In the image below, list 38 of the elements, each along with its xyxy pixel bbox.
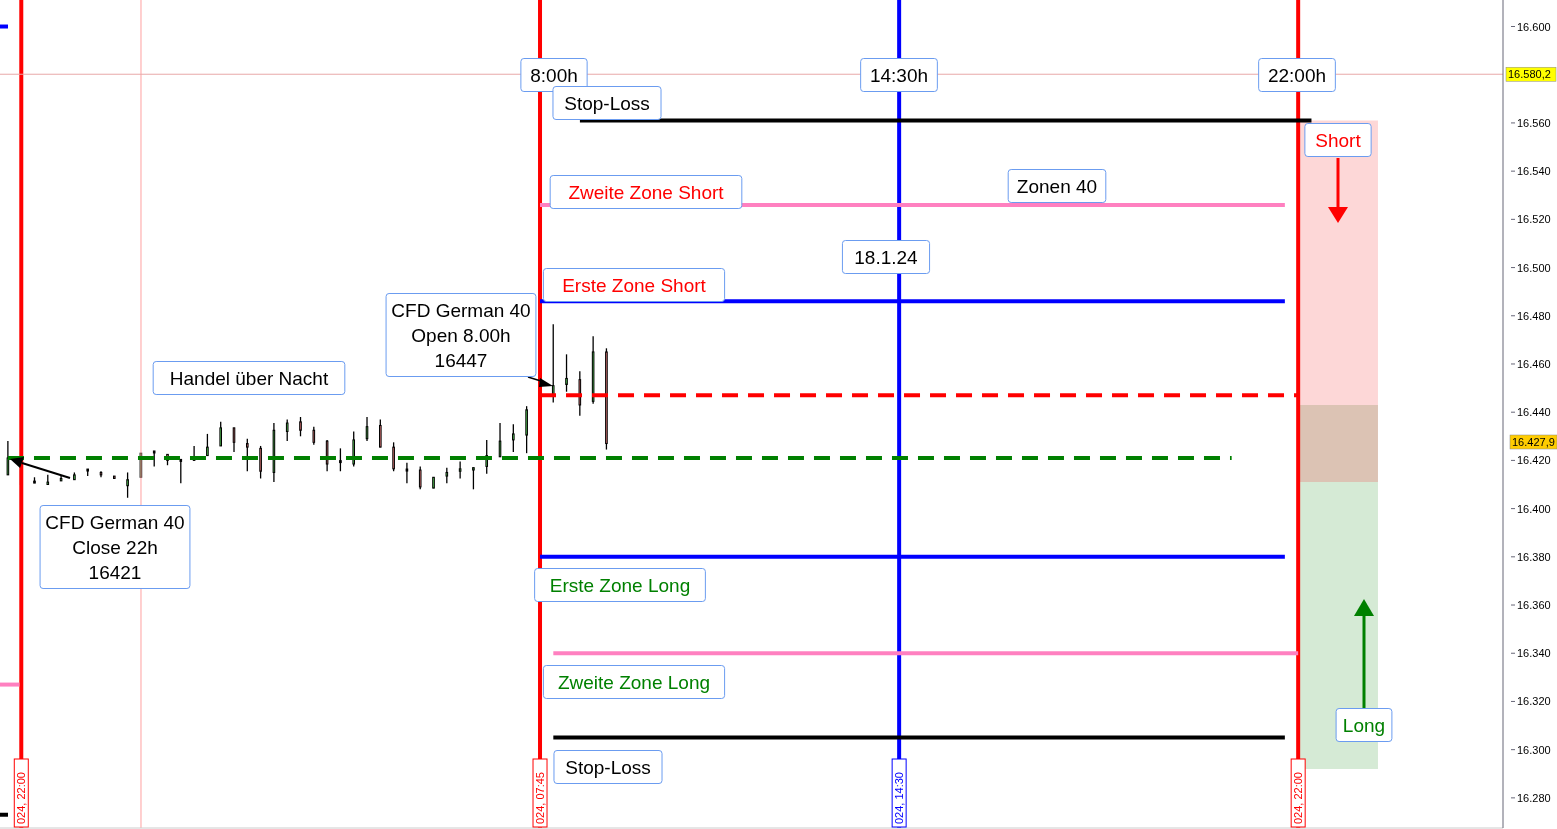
y-tick-label: 16.360 bbox=[1517, 599, 1551, 612]
x-tick-label: 024, 07:45 bbox=[534, 772, 547, 824]
y-tick-label: 16.480 bbox=[1517, 309, 1551, 322]
annotation: Short bbox=[1315, 129, 1362, 151]
y-tick-label: 16.280 bbox=[1517, 791, 1551, 804]
y-tick-label: 16.560 bbox=[1517, 116, 1551, 129]
x-tick-label: 024, 14:30 bbox=[893, 772, 906, 824]
annotation: Zweite Zone Short bbox=[568, 181, 725, 203]
y-tick-label: 16.520 bbox=[1517, 213, 1551, 226]
y-tick-label: 16.400 bbox=[1517, 502, 1551, 515]
y-tick-label: 16.300 bbox=[1517, 743, 1551, 756]
annotation: 14:30h bbox=[869, 64, 929, 86]
y-tick-label: 16.460 bbox=[1517, 357, 1551, 370]
annotation: Long bbox=[1342, 714, 1386, 736]
annotation: Erste Zone Short bbox=[562, 274, 707, 296]
annotation: Zweite Zone Long bbox=[557, 671, 711, 693]
y-tick-label: 16.380 bbox=[1517, 550, 1551, 563]
annotation: CFD German 40 Close 22h 16421 bbox=[45, 511, 185, 583]
y-tick-label: 16.500 bbox=[1517, 261, 1551, 274]
annotation: Stop-Loss bbox=[564, 92, 650, 114]
y-tick-label: 16.340 bbox=[1517, 647, 1551, 660]
annotation: Erste Zone Long bbox=[549, 574, 691, 596]
x-tick-label: 024, 22:00 bbox=[1292, 772, 1305, 824]
annotation: Stop-Loss bbox=[565, 756, 651, 778]
y-tick-label: 16.440 bbox=[1517, 406, 1551, 419]
text: 16.427,9 bbox=[1512, 436, 1555, 448]
annotation: Handel über Nacht bbox=[169, 367, 329, 389]
ref-line-label: 16.580,2 bbox=[1508, 68, 1551, 81]
annotation: 18.1.24 bbox=[854, 246, 919, 268]
y-tick-label: 16.600 bbox=[1517, 20, 1551, 33]
annotation: 22:00h bbox=[1267, 64, 1327, 86]
y-tick-label: 16.420 bbox=[1517, 454, 1551, 467]
x-tick-label: 024, 22:00 bbox=[15, 772, 28, 824]
annotation: CFD German 40 Open 8.00h 16447 bbox=[391, 299, 531, 371]
y-tick-label: 16.320 bbox=[1517, 695, 1551, 708]
annotation: Zonen 40 bbox=[1016, 175, 1098, 197]
y-tick-label: 16.540 bbox=[1517, 165, 1551, 178]
annotation: 8:00h bbox=[530, 64, 578, 86]
